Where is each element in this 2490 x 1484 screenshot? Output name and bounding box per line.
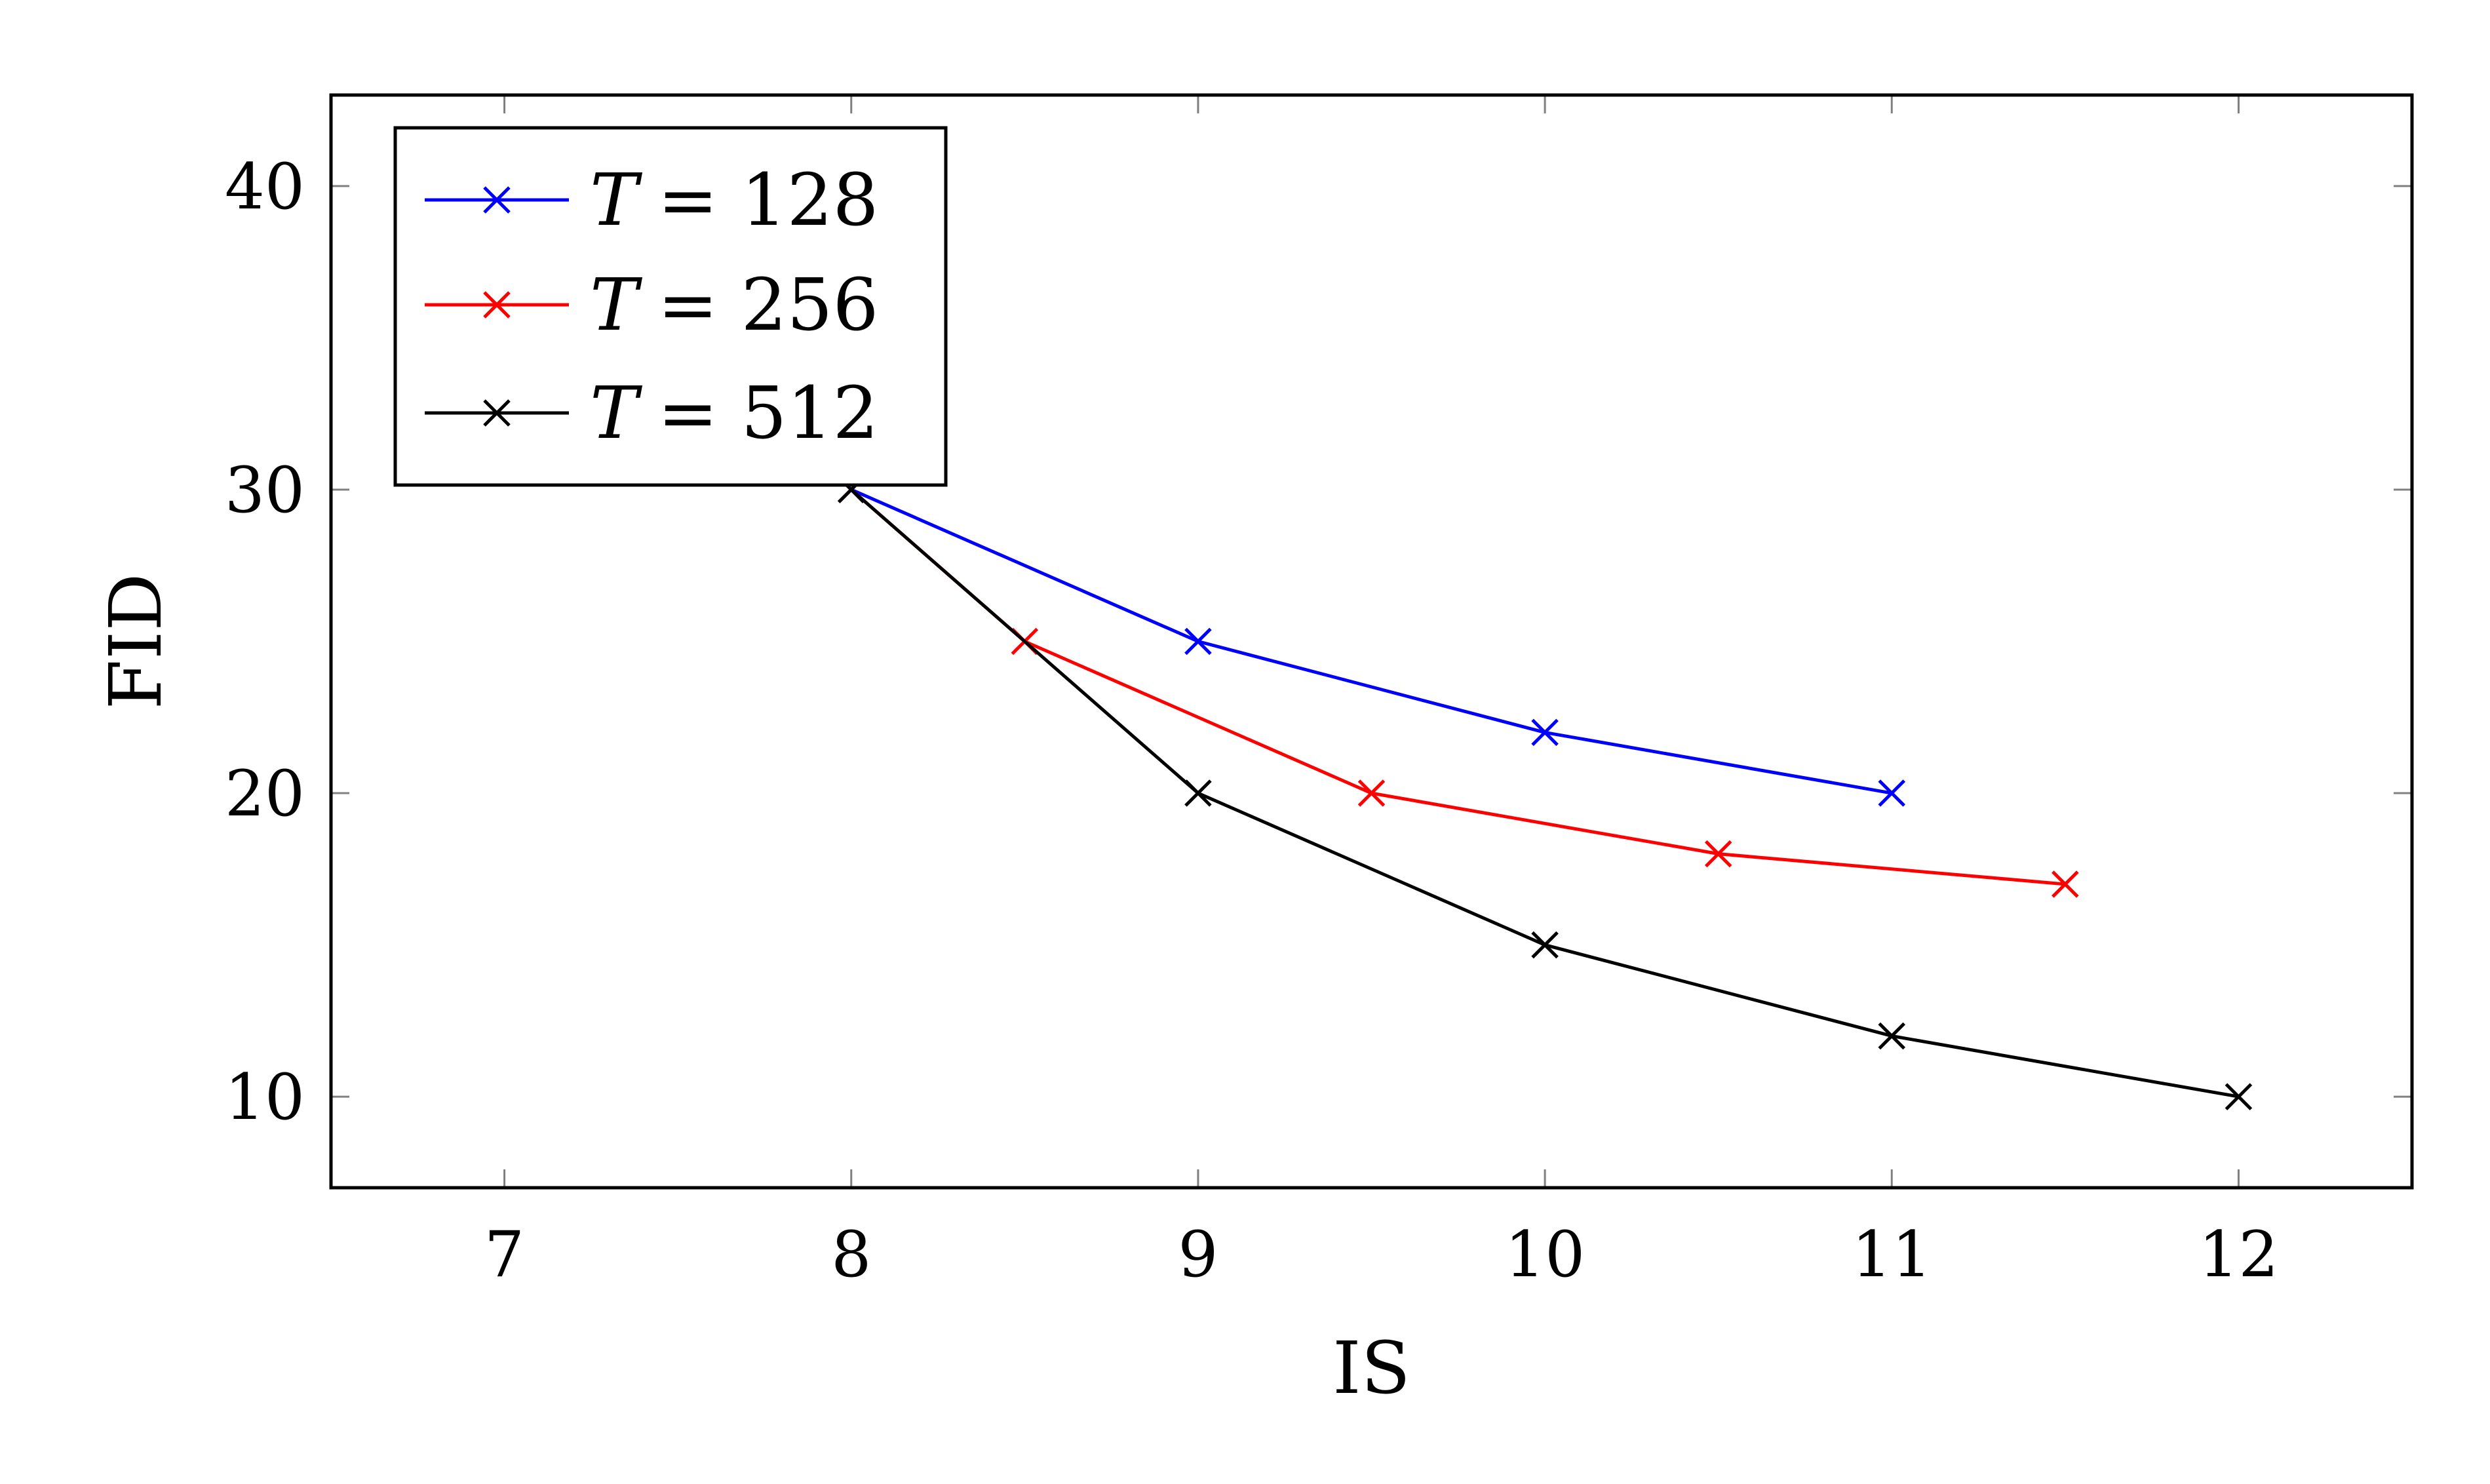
legend-marker	[483, 186, 511, 214]
series-0	[837, 476, 1906, 807]
legend-label-value: = 128	[657, 158, 878, 242]
legend-label-variable: T	[590, 158, 643, 242]
x-tick-label: 10	[1505, 1218, 1585, 1291]
x-tick-label: 9	[1178, 1218, 1218, 1291]
legend-entry: T = 256	[425, 263, 878, 347]
legend-label: T = 128	[590, 158, 878, 242]
axis-ticks	[331, 95, 2412, 1188]
data-point-marker	[1704, 840, 1732, 868]
legend-label: T = 256	[590, 263, 878, 347]
y-tick-label: 30	[225, 454, 305, 527]
y-tick-label: 10	[225, 1061, 305, 1134]
series-2	[837, 476, 2253, 1110]
data-point-marker	[1531, 718, 1559, 747]
y-tick-label: 20	[225, 757, 305, 830]
y-axis-label: FID	[94, 574, 178, 710]
plot-frame	[329, 93, 2414, 1190]
data-point-marker	[2225, 1083, 2253, 1110]
series-layer	[837, 476, 2253, 1110]
data-point-marker	[2052, 870, 2079, 898]
legend-entry: T = 512	[425, 371, 878, 455]
legend-label-variable: T	[590, 263, 643, 347]
data-point-marker	[1184, 779, 1212, 807]
series-1	[837, 476, 2079, 898]
legend-label: T = 512	[590, 371, 878, 455]
x-tick-label: 11	[1852, 1218, 1932, 1291]
legend-entry: T = 128	[425, 158, 878, 242]
y-tick-label: 40	[225, 150, 305, 224]
x-axis-label: IS	[1333, 1326, 1410, 1410]
data-point-marker	[1878, 1022, 1906, 1050]
series-line	[850, 488, 1892, 795]
data-point-marker	[1878, 779, 1906, 807]
legend-label-variable: T	[590, 371, 643, 455]
x-tick-label: 12	[2198, 1218, 2278, 1291]
legend-label-value: = 256	[657, 263, 878, 347]
x-tick-label: 7	[484, 1218, 524, 1291]
legend-marker	[483, 291, 511, 319]
series-line	[850, 488, 2066, 886]
data-point-marker	[1531, 931, 1559, 959]
legend-label-value: = 512	[657, 371, 878, 455]
legend-marker	[483, 399, 511, 427]
data-point-marker	[1357, 779, 1386, 807]
data-point-marker	[1184, 627, 1212, 655]
tick-labels: 7 8 9 10 11 12 10 20 30 40	[225, 150, 2279, 1291]
x-tick-label: 8	[831, 1218, 871, 1291]
